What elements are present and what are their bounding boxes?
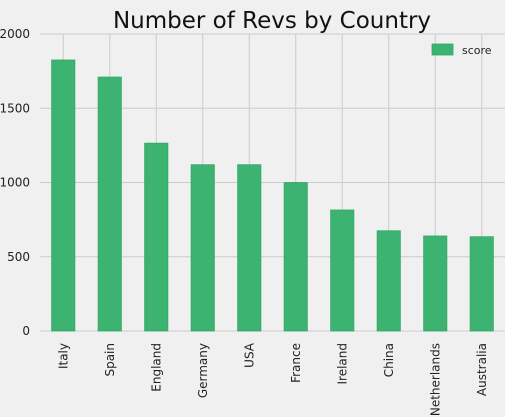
y-tick-label: 1500 [0, 101, 30, 115]
x-tick-label: USA [242, 342, 256, 368]
y-tick-label: 500 [7, 250, 30, 264]
bar-germany [190, 164, 215, 332]
bar-italy [51, 59, 76, 332]
bar-ireland [330, 209, 355, 332]
x-tick-label: France [289, 343, 303, 383]
x-tick-label: Germany [196, 343, 210, 398]
bars [51, 59, 494, 332]
x-tick-label: Australia [475, 343, 489, 396]
x-tick-label: Netherlands [428, 343, 442, 416]
y-tick-label: 1000 [0, 176, 30, 190]
x-tick-label: Ireland [335, 343, 349, 385]
y-tick-label: 0 [22, 324, 30, 338]
x-tick-label: England [149, 343, 163, 392]
legend-swatch-score [431, 43, 454, 56]
x-tick-label: China [382, 343, 396, 377]
x-tick-label: Spain [103, 343, 117, 377]
y-axis: 0 500 1000 1500 2000 [0, 27, 30, 338]
bar-china [376, 230, 401, 332]
x-tick-label: Italy [56, 343, 70, 369]
bar-spain [97, 76, 122, 332]
legend-label-score: score [462, 44, 492, 57]
chart-title: Number of Revs by Country [113, 8, 431, 34]
bar-netherlands [423, 235, 448, 332]
bar-usa [237, 164, 262, 332]
x-axis: Italy Spain England Germany USA France Ireland… [56, 342, 489, 416]
legend: score [431, 43, 492, 57]
bar-france [283, 182, 308, 332]
bar-australia [469, 236, 494, 332]
bar-england [144, 142, 169, 332]
y-tick-label: 2000 [0, 27, 30, 41]
